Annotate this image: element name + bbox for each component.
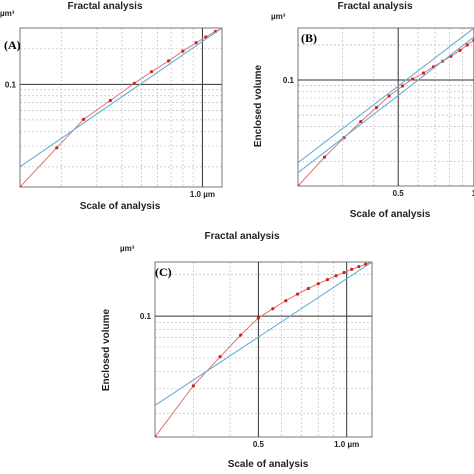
data-point [421, 71, 426, 75]
data-point [284, 299, 288, 303]
data-point [400, 84, 405, 88]
data-point [374, 105, 379, 110]
data-point [204, 35, 208, 39]
chart-title: Fractal analysis [204, 231, 279, 242]
chart-title: Fractal analysis [67, 1, 142, 12]
fit-line [155, 262, 372, 406]
chart-title: Fractal analysis [337, 1, 412, 12]
plot-frame [297, 27, 474, 187]
data-point [458, 48, 462, 52]
data-point [81, 117, 86, 121]
data-point [194, 41, 198, 45]
data-point [108, 98, 112, 103]
data-point [316, 282, 320, 286]
data-point [256, 316, 261, 320]
y-axis-label: Enclosed volume [253, 64, 264, 147]
x-axis-label: Scale of analysis [350, 209, 431, 220]
data-point [342, 270, 346, 275]
data-point [295, 292, 300, 296]
x-tick-label: 0.5 [393, 189, 405, 198]
data-point [350, 267, 354, 271]
data-point [20, 185, 22, 187]
fit-line [298, 28, 474, 164]
data-point [357, 265, 361, 269]
data-point [166, 59, 171, 63]
data-line [155, 262, 372, 437]
data-point [322, 155, 327, 159]
x-tick-label: 1.0 µm [190, 190, 215, 199]
panel-a: 1.0 µm 0.1 Fractal analysis Scale of analys… [0, 1, 223, 212]
data-point [334, 274, 338, 278]
x-tick-label: 1 [472, 189, 474, 198]
data-point [271, 307, 275, 311]
panel-b: 0.5 1 0.1 Fractal analysis Scale of analysis… [253, 1, 474, 220]
y-tick-label: 0.1 [140, 312, 152, 321]
data-point [465, 43, 469, 47]
minor-grid [20, 28, 222, 187]
data-point [387, 94, 391, 98]
data-point [191, 384, 195, 388]
plot-frame [19, 27, 223, 188]
data-point [325, 278, 330, 282]
data-point [410, 77, 415, 81]
data-point [239, 333, 243, 337]
panel-c: 0.5 1.0 µm 0.1 Fractal analysis Scale of ana… [101, 231, 373, 470]
panel-label: (A) [4, 38, 21, 52]
data-point [55, 146, 59, 150]
y-tick-label: 0.1 [5, 80, 17, 89]
y-unit-label: µm³ [0, 9, 15, 18]
data-point [181, 49, 185, 53]
series-group [298, 28, 474, 186]
fit-line [298, 36, 474, 174]
panel-label: (C) [155, 265, 172, 279]
data-point [132, 81, 136, 85]
data-line [298, 39, 474, 186]
fit-line [20, 28, 222, 168]
y-axis-label: Enclosed volume [101, 308, 112, 391]
minor-grid [298, 28, 474, 186]
x-tick-label: 1.0 µm [334, 440, 359, 449]
y-unit-label: µm³ [120, 244, 135, 253]
data-point [359, 119, 363, 124]
series-group [155, 262, 372, 437]
x-axis-label: Scale of analysis [228, 459, 309, 470]
minor-grid [155, 262, 372, 437]
data-point [155, 435, 157, 437]
x-axis-label: Scale of analysis [80, 201, 161, 212]
panel-label: (B) [301, 31, 317, 45]
data-point [306, 286, 310, 291]
plot-frame [154, 261, 373, 438]
data-point [298, 184, 300, 186]
y-unit-label: µm³ [271, 12, 286, 21]
x-tick-label: 0.5 [253, 440, 265, 449]
series-group [20, 28, 222, 187]
y-tick-label: 0.1 [283, 76, 295, 85]
data-point [218, 355, 222, 359]
data-line [20, 28, 222, 187]
data-point [149, 70, 154, 74]
